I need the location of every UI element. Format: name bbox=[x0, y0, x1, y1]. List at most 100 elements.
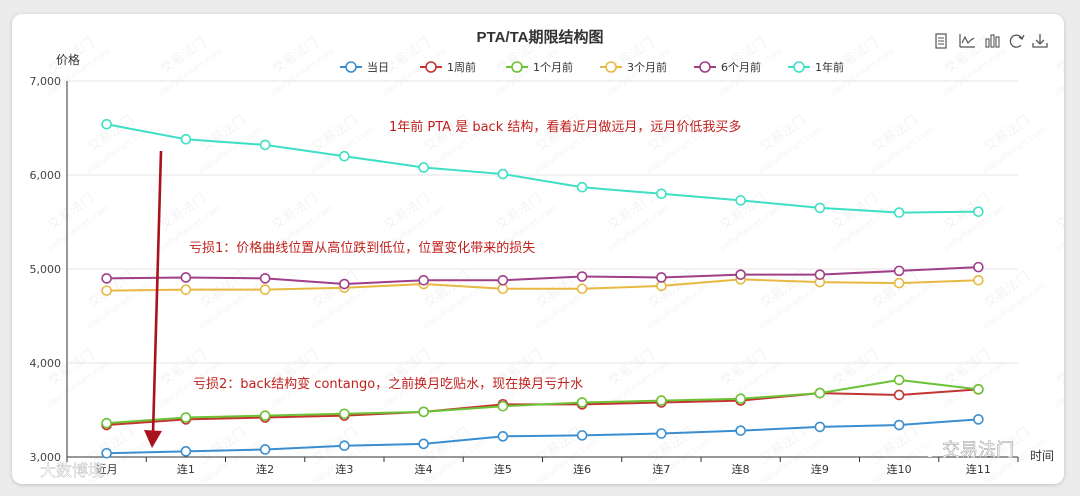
watermark-text: 交易法门 bbox=[1053, 346, 1064, 389]
legend-item[interactable]: 1周前 bbox=[420, 60, 476, 74]
data-point[interactable] bbox=[418, 274, 429, 286]
download-icon[interactable] bbox=[1030, 31, 1050, 51]
data-point[interactable] bbox=[497, 274, 509, 286]
data-point[interactable] bbox=[973, 274, 984, 286]
data-point[interactable] bbox=[101, 447, 112, 459]
series-line bbox=[106, 378, 979, 425]
data-point[interactable] bbox=[101, 118, 112, 130]
x-tick-label: 连6 bbox=[573, 463, 591, 476]
tool-hitbox[interactable] bbox=[1006, 31, 1026, 51]
data-point[interactable] bbox=[576, 283, 588, 295]
x-tick-label: 连1 bbox=[177, 463, 195, 476]
icon-shape bbox=[990, 34, 995, 48]
data-point[interactable] bbox=[656, 428, 667, 439]
data-point[interactable] bbox=[576, 397, 588, 408]
data-point[interactable] bbox=[497, 283, 509, 295]
legend-marker bbox=[793, 61, 805, 73]
data-point[interactable] bbox=[735, 425, 746, 436]
x-tick-label: 连10 bbox=[887, 463, 912, 476]
data-point[interactable] bbox=[339, 408, 350, 420]
data-point[interactable] bbox=[576, 181, 588, 193]
data-point[interactable] bbox=[656, 395, 667, 406]
bar-chart-icon[interactable] bbox=[982, 31, 1002, 51]
data-point[interactable] bbox=[101, 417, 112, 429]
legend-label: 1个月前 bbox=[533, 60, 573, 74]
data-point[interactable] bbox=[814, 269, 826, 280]
data-point[interactable] bbox=[973, 414, 984, 425]
data-point[interactable] bbox=[339, 278, 350, 290]
x-tick-label: 连11 bbox=[966, 463, 991, 476]
legend-label: 当日 bbox=[367, 60, 389, 74]
data-point[interactable] bbox=[735, 269, 746, 280]
data-point[interactable] bbox=[259, 410, 271, 421]
data-point[interactable] bbox=[973, 206, 984, 217]
data-point[interactable] bbox=[576, 271, 588, 282]
legend-item[interactable]: 1个月前 bbox=[506, 60, 573, 74]
data-point[interactable] bbox=[418, 406, 429, 418]
legend-label: 6个月前 bbox=[721, 60, 761, 74]
refresh-icon[interactable] bbox=[1006, 31, 1026, 51]
data-point[interactable] bbox=[814, 421, 826, 433]
legend-item[interactable]: 6个月前 bbox=[694, 60, 761, 74]
data-point[interactable] bbox=[418, 438, 429, 450]
data-point[interactable] bbox=[101, 285, 112, 296]
data-point[interactable] bbox=[973, 384, 984, 395]
legend-item[interactable]: 当日 bbox=[340, 60, 389, 74]
data-point[interactable] bbox=[497, 168, 509, 180]
icon-shape bbox=[1032, 43, 1048, 48]
data-point[interactable] bbox=[180, 412, 192, 423]
legend-marker bbox=[425, 61, 437, 73]
icon-shape bbox=[1035, 39, 1045, 45]
data-point[interactable] bbox=[735, 195, 746, 206]
data-point[interactable] bbox=[973, 261, 984, 273]
legend-item[interactable]: 3个月前 bbox=[600, 60, 667, 74]
data-point[interactable] bbox=[576, 430, 588, 441]
line-chart-icon[interactable] bbox=[957, 31, 977, 51]
data-point[interactable] bbox=[259, 284, 271, 295]
data-view-icon[interactable] bbox=[931, 31, 951, 51]
data-point[interactable] bbox=[259, 139, 271, 151]
data-point[interactable] bbox=[814, 387, 826, 399]
legend-item[interactable]: 1年前 bbox=[788, 60, 844, 74]
data-point[interactable] bbox=[893, 389, 905, 401]
series-4 bbox=[101, 261, 984, 290]
watermark-text: 交易法门 bbox=[1053, 190, 1064, 233]
toolbox bbox=[931, 31, 1050, 51]
data-point[interactable] bbox=[893, 374, 905, 386]
legend-marker bbox=[511, 61, 523, 73]
data-point[interactable] bbox=[101, 273, 112, 284]
chart-title: PTA/TA期限结构图 bbox=[477, 28, 604, 46]
data-point[interactable] bbox=[418, 162, 429, 173]
data-point[interactable] bbox=[497, 431, 509, 442]
data-point[interactable] bbox=[656, 280, 667, 292]
data-point[interactable] bbox=[180, 446, 192, 457]
data-point[interactable] bbox=[735, 393, 746, 405]
data-point[interactable] bbox=[259, 444, 271, 455]
data-point[interactable] bbox=[814, 202, 826, 214]
data-point[interactable] bbox=[893, 419, 905, 431]
data-point[interactable] bbox=[656, 272, 667, 283]
data-point[interactable] bbox=[656, 188, 667, 200]
data-point[interactable] bbox=[339, 150, 350, 162]
data-point[interactable] bbox=[180, 284, 192, 295]
data-point[interactable] bbox=[259, 273, 271, 284]
arrow-shaft bbox=[151, 150, 163, 435]
data-point[interactable] bbox=[497, 400, 509, 412]
bottom-right-logo-text: 交易法门 bbox=[942, 440, 1014, 461]
data-point[interactable] bbox=[180, 133, 192, 145]
legend: 当日 1周前 1个月前 3个月前 6个月前 1年前 bbox=[340, 60, 844, 74]
data-point[interactable] bbox=[893, 207, 905, 218]
data-point[interactable] bbox=[893, 277, 905, 289]
data-point[interactable] bbox=[180, 272, 192, 283]
data-point[interactable] bbox=[339, 440, 350, 452]
legend-marker bbox=[345, 61, 357, 73]
data-point[interactable] bbox=[893, 265, 905, 277]
